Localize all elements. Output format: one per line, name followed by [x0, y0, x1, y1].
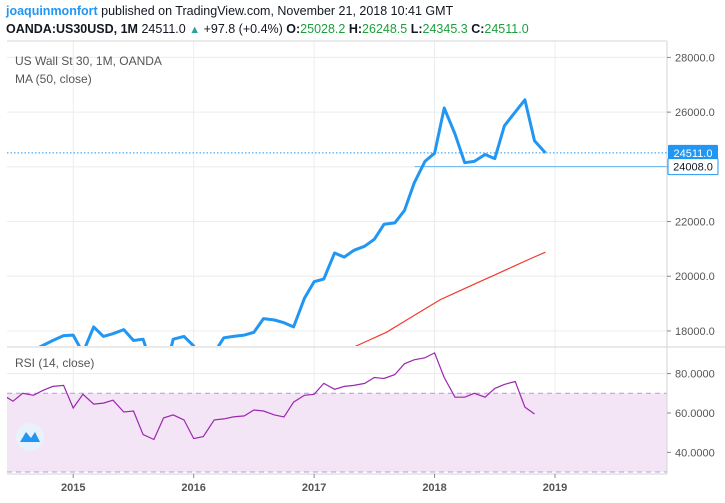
- x-tick-label: 2019: [543, 482, 567, 494]
- rsi-series: [7, 352, 535, 441]
- price-tag: 24511.0: [674, 148, 713, 160]
- price-change: +97.8 (+0.4%): [203, 22, 283, 36]
- rsi-band-lines: [7, 392, 667, 473]
- rsi-line: [7, 352, 535, 441]
- level-tag: 24008.0: [673, 162, 713, 174]
- panel-frame: [7, 40, 725, 475]
- published-text: published on TradingView.com, November 2…: [101, 4, 454, 18]
- open-value: 25028.2: [300, 22, 346, 36]
- main-panel-title: US Wall St 30, 1M, OANDA: [15, 54, 162, 68]
- y-tick-label: 20000.0: [675, 271, 715, 283]
- x-tick-label: 2016: [181, 482, 205, 494]
- y-tick-label: 22000.0: [675, 217, 715, 229]
- symbol-label: OANDA:US30USD, 1M: [6, 22, 138, 36]
- price-tag-bg: [668, 144, 718, 161]
- x-tick-label: 2018: [422, 482, 446, 494]
- change-up-icon: ▲: [189, 24, 201, 36]
- axis-labels: 2015 2016 2017 2018 2019 18000.0 20000.0 22000.…: [61, 52, 715, 494]
- open-label: O:: [286, 22, 301, 36]
- rsi-band: [7, 393, 667, 473]
- ma-legend: MA (50, close): [15, 72, 92, 86]
- close-label: C:: [471, 22, 485, 36]
- high-value: 26248.5: [362, 22, 408, 36]
- symbol-info: OANDA:US30USD, 1M 24511.0 ▲ +97.8 (+0.4%…: [6, 22, 529, 36]
- ma-line: [354, 251, 546, 346]
- level-tag-bg: [667, 158, 719, 176]
- rsi-panel-title: RSI (14, close): [15, 356, 95, 370]
- high-label: H:: [348, 22, 363, 36]
- price-line: [38, 98, 547, 346]
- last-price: 24511.0: [141, 22, 186, 36]
- y-tick-label: 28000.0: [675, 52, 715, 64]
- publish-info: joaquinmonfort published on TradingView.…: [6, 4, 453, 18]
- rsi-y-tick-label: 40.0000: [675, 447, 715, 459]
- tradingview-cloud-icon[interactable]: [16, 423, 44, 451]
- x-tick-label: 2015: [61, 482, 85, 494]
- y-tick-label: 26000.0: [675, 107, 715, 119]
- main-series: [7, 98, 667, 346]
- x-tick-label: 2017: [302, 482, 326, 494]
- low-label: L:: [410, 22, 423, 36]
- rsi-y-tick-label: 60.0000: [675, 408, 715, 420]
- price-tags: 24511.0 24008.0: [667, 144, 719, 176]
- close-value: 24511.0: [484, 22, 529, 36]
- author-link[interactable]: joaquinmonfort: [6, 4, 98, 18]
- rsi-y-tick-label: 80.0000: [675, 369, 715, 381]
- low-value: 24345.3: [422, 22, 468, 36]
- y-tick-label: 18000.0: [675, 326, 715, 338]
